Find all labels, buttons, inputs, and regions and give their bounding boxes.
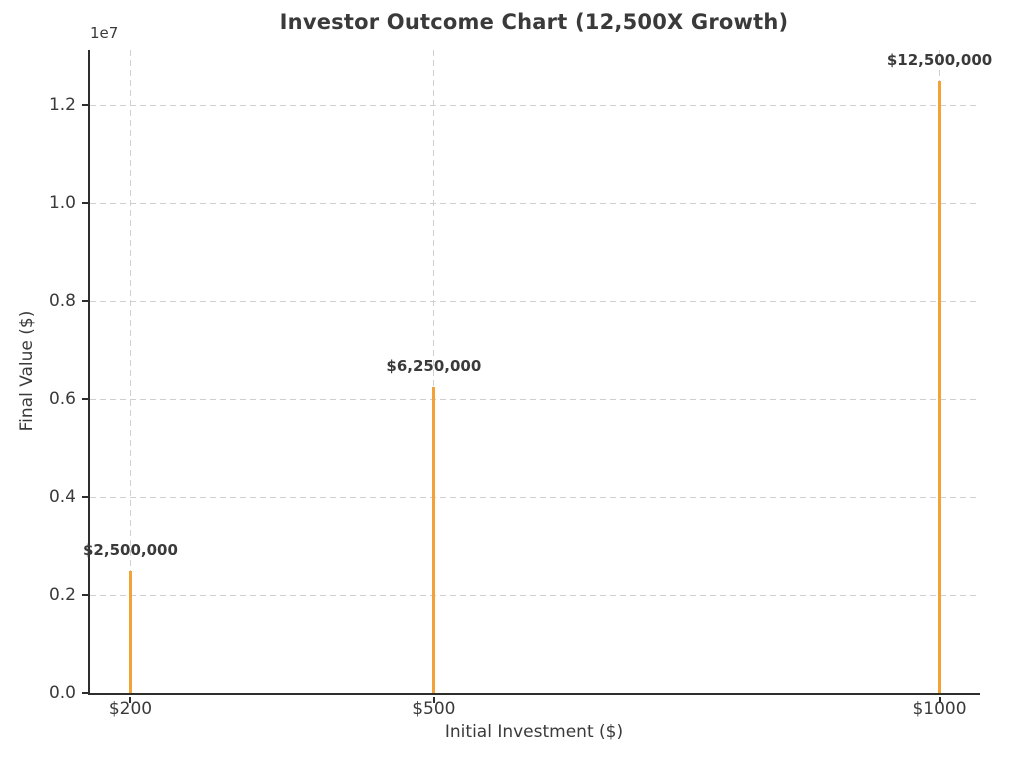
y-tick-mark (82, 398, 88, 401)
y-tick-label: 0.8 (48, 291, 76, 312)
bar (938, 80, 942, 693)
y-tick-label: 0.0 (48, 683, 76, 703)
y-tick-label: 0.4 (48, 487, 76, 508)
y-tick-label: 0.6 (48, 389, 76, 410)
x-tick-mark (432, 697, 435, 703)
bar-value-label: $12,500,000 (886, 50, 993, 69)
bar-value-label: $6,250,000 (386, 356, 482, 375)
bar (128, 570, 132, 693)
x-gridline (129, 50, 131, 693)
chart-title: Investor Outcome Chart (12,500X Growth) (279, 10, 789, 34)
x-axis-label: Initial Investment ($) (444, 722, 624, 742)
x-gridline (433, 50, 435, 693)
y-tick-label: 1.2 (48, 95, 76, 116)
y-gridline (90, 496, 980, 498)
y-tick-mark (82, 692, 88, 694)
y-tick-label: 0.2 (48, 585, 76, 606)
bar (432, 386, 436, 693)
y-gridline (90, 594, 980, 596)
y-gridline (90, 202, 980, 204)
y-axis-offset-label: 1e7 (90, 24, 119, 42)
x-tick-label: $1000 (912, 699, 967, 719)
y-axis-label: Final Value ($) (17, 310, 37, 432)
y-tick-label: 1.0 (48, 193, 76, 214)
plot-area: 0.0 0.2 0.4 0.6 0.8 1.0 1.2 $200 $500 $1000 $2,500… (49, 50, 992, 719)
y-gridline (90, 398, 980, 400)
y-tick-mark (82, 594, 88, 597)
y-tick-mark (82, 300, 88, 303)
bar-value-label: $2,500,000 (83, 540, 178, 559)
x-tick-mark (129, 697, 132, 703)
y-tick-mark (82, 496, 88, 499)
y-gridline (90, 300, 980, 302)
x-tick-label: $200 (108, 699, 153, 719)
y-tick-mark (82, 202, 88, 205)
y-gridline (90, 104, 980, 106)
x-tick-label: $500 (412, 699, 456, 719)
x-tick-mark (938, 697, 941, 703)
y-tick-mark (82, 104, 88, 107)
